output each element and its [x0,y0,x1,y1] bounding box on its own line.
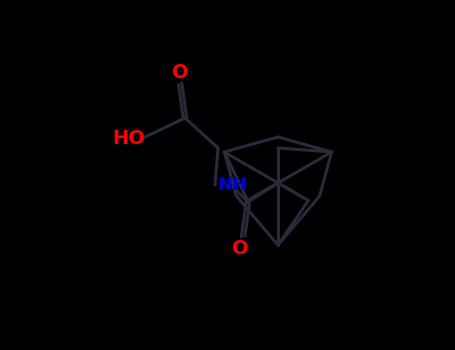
Text: HO: HO [112,128,146,147]
Text: NH: NH [217,176,247,194]
Text: O: O [232,239,248,259]
Text: O: O [172,63,188,83]
